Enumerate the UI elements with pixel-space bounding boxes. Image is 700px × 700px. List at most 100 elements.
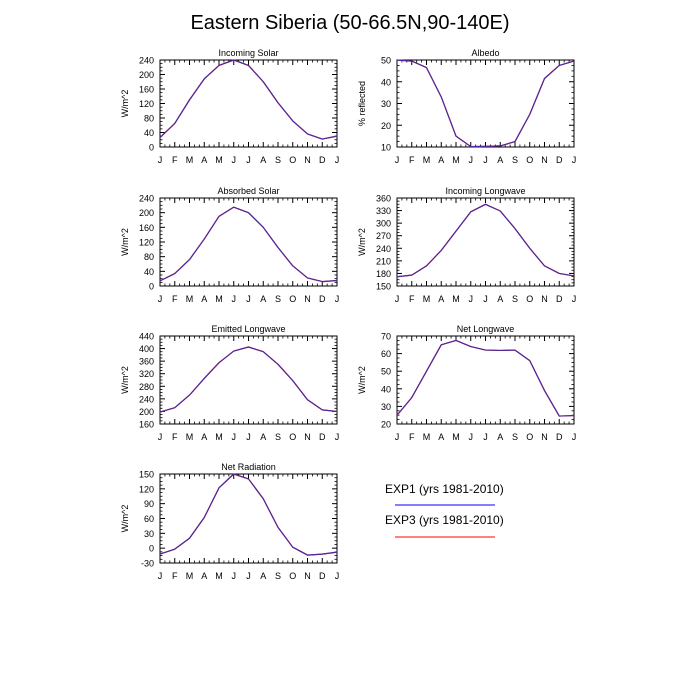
- x-tick-label: A: [438, 294, 444, 304]
- y-tick-label: 200: [139, 70, 154, 80]
- y-tick-label: 270: [376, 231, 391, 241]
- y-tick-label: 400: [139, 344, 154, 354]
- y-tick-label: 50: [381, 367, 391, 377]
- figure-title: Eastern Siberia (50-66.5N,90-140E): [190, 12, 510, 34]
- x-tick-label: J: [158, 432, 163, 442]
- y-tick-label: 360: [376, 194, 391, 204]
- x-tick-label: N: [541, 432, 548, 442]
- x-tick-label: M: [452, 155, 460, 165]
- series-line-exp1: [396, 339, 575, 417]
- x-tick-label: O: [526, 432, 533, 442]
- x-tick-label: A: [260, 571, 266, 581]
- y-tick-label: 240: [376, 244, 391, 254]
- y-tick-label: 200: [139, 407, 154, 417]
- x-tick-label: A: [260, 294, 266, 304]
- x-tick-label: M: [423, 432, 431, 442]
- y-tick-label: 240: [139, 194, 154, 204]
- x-tick-label: J: [232, 155, 237, 165]
- x-tick-label: A: [201, 155, 207, 165]
- x-tick-label: M: [452, 294, 460, 304]
- y-tick-label: 10: [381, 143, 391, 153]
- legend-label-exp3: EXP3 (yrs 1981-2010): [385, 513, 504, 527]
- x-tick-label: N: [304, 432, 311, 442]
- y-tick-label: 30: [381, 402, 391, 412]
- x-tick-label: J: [335, 294, 340, 304]
- y-axis-label: W/m^2: [120, 366, 130, 394]
- y-tick-label: 70: [381, 332, 391, 342]
- plot-frame: [159, 473, 338, 564]
- x-tick-label: A: [497, 155, 503, 165]
- x-tick-label: F: [172, 432, 178, 442]
- x-tick-label: S: [512, 432, 518, 442]
- x-tick-label: J: [572, 294, 577, 304]
- x-tick-label: J: [572, 155, 577, 165]
- y-tick-label: 40: [381, 77, 391, 87]
- y-axis-label: W/m^2: [357, 366, 367, 394]
- x-tick-label: A: [201, 294, 207, 304]
- x-tick-label: M: [452, 432, 460, 442]
- x-tick-label: J: [246, 571, 251, 581]
- panel-emitted-longwave: J F M A M J J A S O N D J160200240280320360400440Emi…: [120, 324, 339, 442]
- x-tick-label: J: [395, 432, 400, 442]
- x-tick-label: M: [423, 155, 431, 165]
- panel-title: Absorbed Solar: [217, 186, 279, 196]
- x-tick-label: J: [158, 294, 163, 304]
- y-tick-label: 0: [149, 544, 154, 554]
- series-line-exp1: [159, 59, 338, 140]
- x-tick-label: S: [275, 571, 281, 581]
- x-tick-label: D: [556, 155, 563, 165]
- x-tick-label: S: [275, 432, 281, 442]
- x-tick-label: N: [304, 155, 311, 165]
- x-tick-label: A: [497, 294, 503, 304]
- series-line-exp1: [159, 206, 338, 283]
- legend-label-exp1: EXP1 (yrs 1981-2010): [385, 482, 504, 496]
- y-tick-label: 60: [381, 349, 391, 359]
- x-tick-label: N: [304, 294, 311, 304]
- x-tick-label: D: [556, 294, 563, 304]
- legend: EXP1 (yrs 1981-2010) EXP3 (yrs 1981-2010…: [385, 482, 504, 538]
- x-tick-label: D: [319, 294, 326, 304]
- plot-frame: [396, 59, 575, 148]
- x-tick-label: F: [409, 432, 415, 442]
- x-tick-label: A: [260, 432, 266, 442]
- plot-frame: [159, 335, 338, 425]
- x-tick-label: J: [395, 294, 400, 304]
- y-tick-label: 0: [149, 282, 154, 292]
- x-tick-label: D: [319, 571, 326, 581]
- y-tick-label: 330: [376, 206, 391, 216]
- y-tick-label: 160: [139, 223, 154, 233]
- x-tick-label: D: [556, 432, 563, 442]
- x-tick-label: M: [215, 155, 223, 165]
- x-tick-label: D: [319, 432, 326, 442]
- x-tick-label: J: [469, 432, 474, 442]
- y-tick-label: 40: [381, 384, 391, 394]
- y-tick-label: 30: [144, 529, 154, 539]
- x-tick-label: F: [409, 155, 415, 165]
- panel-title: Albedo: [471, 48, 499, 58]
- series-line-exp3: [159, 473, 338, 556]
- y-tick-label: -30: [141, 559, 154, 569]
- x-tick-label: J: [246, 294, 251, 304]
- y-tick-label: 160: [139, 85, 154, 95]
- y-tick-label: 80: [144, 252, 154, 262]
- y-tick-label: 280: [139, 382, 154, 392]
- y-axis-label: W/m^2: [357, 228, 367, 256]
- y-tick-label: 150: [376, 282, 391, 292]
- x-tick-label: F: [172, 294, 178, 304]
- y-tick-label: 40: [144, 128, 154, 138]
- x-tick-label: S: [275, 155, 281, 165]
- y-axis-label: W/m^2: [120, 90, 130, 118]
- y-tick-label: 210: [376, 256, 391, 266]
- x-tick-label: S: [512, 294, 518, 304]
- y-tick-label: 440: [139, 332, 154, 342]
- series-line-exp3: [159, 59, 338, 140]
- x-tick-label: J: [158, 155, 163, 165]
- x-tick-label: M: [186, 294, 194, 304]
- x-tick-label: M: [215, 294, 223, 304]
- y-tick-label: 80: [144, 114, 154, 124]
- y-tick-label: 20: [381, 420, 391, 430]
- y-tick-label: 360: [139, 357, 154, 367]
- x-tick-label: A: [201, 571, 207, 581]
